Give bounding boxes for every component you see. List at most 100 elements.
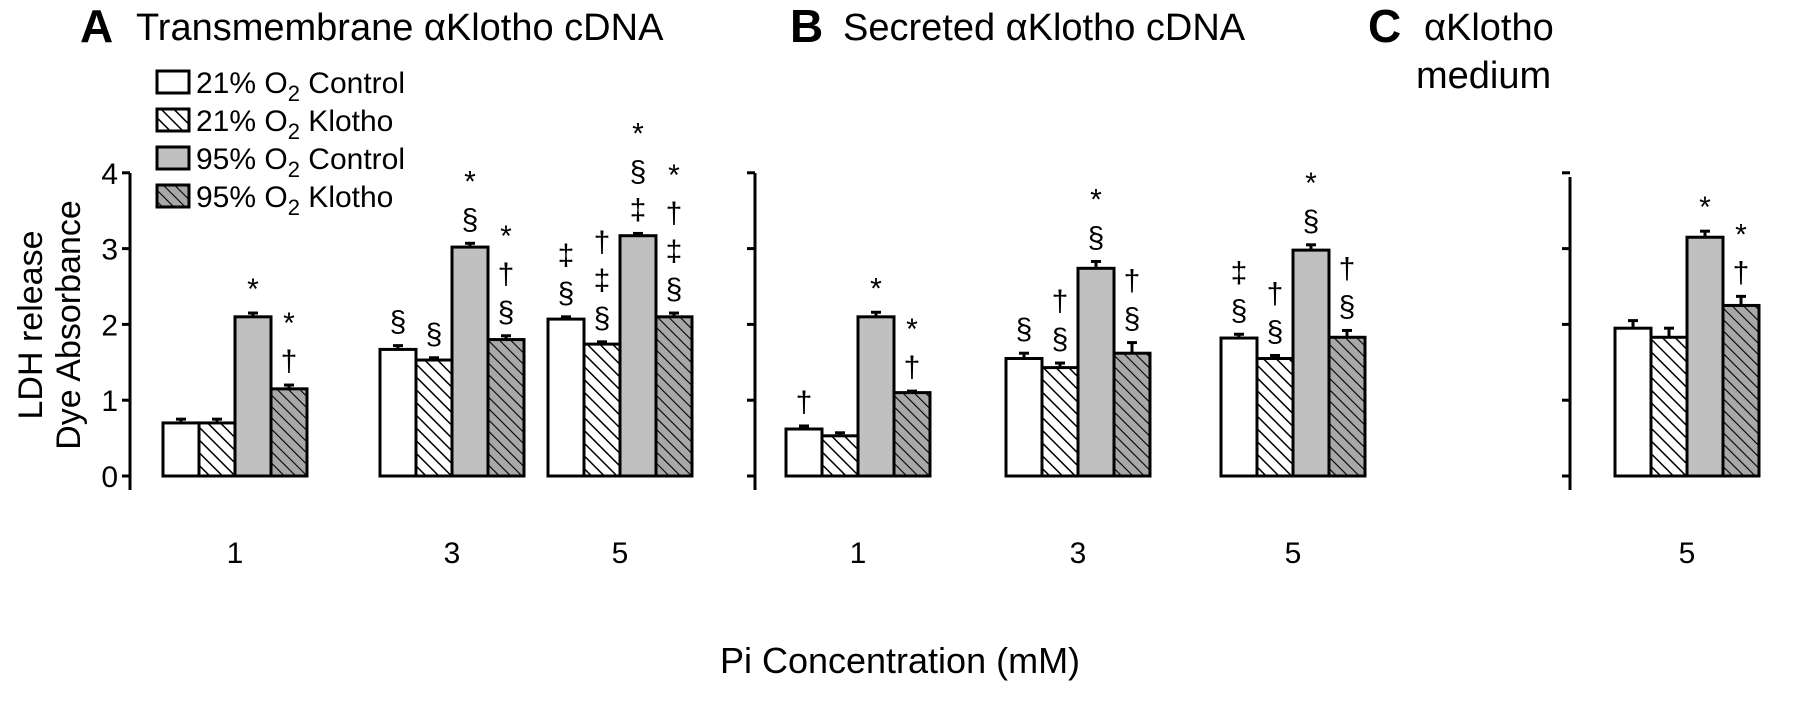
- significance-marker: §: [1124, 303, 1141, 336]
- legend-label-3: 95% O2 Klotho: [196, 181, 393, 220]
- significance-marker: †: [904, 351, 921, 384]
- significance-marker: §: [498, 296, 515, 329]
- significance-marker: †: [1733, 256, 1750, 289]
- significance-marker: §: [630, 155, 647, 188]
- bar-ctrl21: [378, 347, 418, 478]
- significance-marker: ‡: [558, 239, 575, 272]
- bar-ctrl21: [1004, 357, 1044, 478]
- significance-marker: *: [283, 307, 295, 340]
- significance-marker: †: [281, 345, 298, 378]
- legend-label-subscript: 2: [288, 81, 300, 106]
- legend-label-1: 21% O2 Klotho: [196, 105, 393, 144]
- legend-swatch-0: [155, 69, 191, 95]
- panel-c-letter: C: [1368, 0, 1401, 52]
- bar-ctrl95: [618, 234, 658, 478]
- significance-marker: *: [870, 272, 882, 305]
- legend-swatch-2: [155, 145, 191, 171]
- legend-label-prefix: 21% O: [196, 105, 288, 138]
- significance-marker: §: [594, 302, 611, 335]
- panel-a-title: Transmembrane αKlotho cDNA: [136, 7, 664, 49]
- significance-marker: †: [1052, 285, 1069, 318]
- bar-klotho21: [1040, 366, 1080, 478]
- x-tick-label: 3: [444, 537, 461, 570]
- bar-klotho95: [269, 387, 309, 478]
- x-tick-label: 5: [1285, 537, 1302, 570]
- significance-marker: ‡: [1231, 256, 1248, 289]
- significance-marker: *: [464, 165, 476, 198]
- bar-ctrl21: [784, 427, 824, 478]
- significance-marker: †: [1124, 265, 1141, 298]
- significance-marker: §: [1016, 313, 1033, 346]
- significance-marker: §: [426, 318, 443, 351]
- y-tick-label: 3: [101, 234, 118, 267]
- panel-c: 5 * * †: [1562, 171, 1761, 570]
- significance-marker: *: [1735, 218, 1747, 251]
- bar-ctrl21: [1219, 336, 1259, 478]
- significance-marker: *: [668, 159, 680, 192]
- bar-ctrl95: [1076, 266, 1116, 478]
- significance-marker: †: [594, 226, 611, 259]
- bar-klotho21: [197, 421, 237, 478]
- legend-label-2: 95% O2 Control: [196, 143, 405, 182]
- bar-klotho95: [486, 338, 526, 478]
- bar-klotho95: [1721, 303, 1761, 478]
- bar-ctrl21: [546, 317, 586, 478]
- bar-klotho95: [1327, 335, 1367, 478]
- panel-a-letter: A: [80, 0, 113, 52]
- y-tick-label: 1: [101, 385, 118, 418]
- significance-marker: §: [462, 203, 479, 236]
- significance-marker: *: [247, 273, 259, 306]
- bar-ctrl95: [1291, 248, 1331, 478]
- bar-klotho95: [1112, 351, 1152, 478]
- legend-label-0: 21% O2 Control: [196, 67, 405, 106]
- plot-area: 0 1 2 3 4 1 * * † 3 § § * § * † § 5 ‡ § † ‡ § * § ‡ * † ‡ § 1 † * * † 3 § † § *…: [101, 117, 1761, 570]
- significance-marker: *: [906, 313, 918, 346]
- significance-marker: §: [1052, 323, 1069, 356]
- significance-marker: §: [558, 277, 575, 310]
- bar-klotho95: [654, 315, 694, 478]
- bar-klotho95: [892, 391, 932, 478]
- legend-label-prefix: 95% O: [196, 143, 288, 176]
- bar-ctrl95: [856, 315, 896, 478]
- panel-b: 1 † * * † 3 § † § * § † § 5 ‡ § † § * § † §: [747, 167, 1367, 570]
- legend-label-suffix: Control: [300, 67, 405, 100]
- significance-marker: §: [390, 306, 407, 339]
- bar-ctrl95: [1685, 235, 1725, 478]
- x-tick-label: 5: [1679, 537, 1696, 570]
- significance-marker: ‡: [630, 193, 647, 226]
- significance-marker: †: [1267, 277, 1284, 310]
- panel-c-title-line1: αKlotho: [1424, 7, 1554, 49]
- significance-marker: ‡: [666, 235, 683, 268]
- significance-marker: §: [1231, 294, 1248, 327]
- significance-marker: §: [1267, 315, 1284, 348]
- significance-marker: *: [1699, 191, 1711, 224]
- x-tick-label: 1: [850, 537, 867, 570]
- legend-label-prefix: 21% O: [196, 67, 288, 100]
- x-tick-label: 5: [612, 537, 629, 570]
- significance-marker: §: [666, 273, 683, 306]
- bar-klotho21: [582, 342, 622, 478]
- significance-marker: *: [500, 220, 512, 253]
- panel-c-title-line2: medium: [1416, 55, 1551, 97]
- x-axis-label: Pi Concentration (mM): [720, 640, 1080, 681]
- legend-label-subscript: 2: [288, 195, 300, 220]
- significance-marker: *: [1090, 183, 1102, 216]
- x-tick-label: 1: [227, 537, 244, 570]
- significance-marker: §: [1088, 221, 1105, 254]
- legend-label-subscript: 2: [288, 119, 300, 144]
- panel-b-title: Secreted αKlotho cDNA: [843, 7, 1246, 49]
- bar-klotho21: [820, 434, 860, 478]
- legend-swatch-3: [155, 183, 191, 209]
- bar-ctrl21: [1613, 326, 1653, 478]
- significance-marker: †: [796, 386, 813, 419]
- legend-label-subscript: 2: [288, 157, 300, 182]
- y-axis-label-line1: LDH release: [12, 231, 50, 420]
- panel-b-letter: B: [790, 0, 823, 52]
- x-tick-label: 3: [1070, 537, 1087, 570]
- bar-klotho21: [1255, 357, 1295, 478]
- bar-ctrl95: [233, 315, 273, 478]
- significance-marker: †: [1339, 252, 1356, 285]
- bar-ctrl21: [161, 421, 201, 478]
